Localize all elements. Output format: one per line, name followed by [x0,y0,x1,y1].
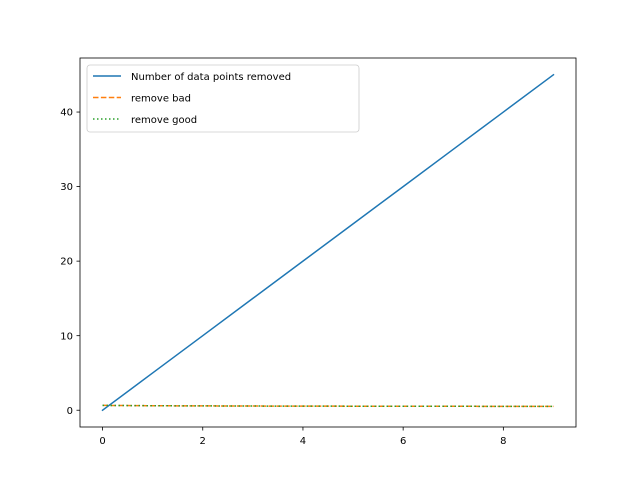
y-tick-label: 30 [60,182,73,193]
axes-frame [79,57,577,428]
x-tick-label: 6 [400,436,406,447]
legend-box [86,64,360,133]
x-tick-label: 4 [300,436,306,447]
legend-label-1: Number of data points removed [131,72,291,83]
y-axis-ticks: 0 10 20 30 40 [60,108,80,417]
y-tick-label: 40 [60,108,73,119]
series-line-3 [102,404,554,408]
legend-label-3: remove good [131,115,197,126]
x-tick-label: 0 [99,436,105,447]
y-tick-label: 0 [67,406,73,417]
series-layer [101,73,555,412]
legend-label-2: remove bad [131,94,191,105]
y-tick-label: 20 [60,257,73,268]
x-tick-label: 8 [500,436,506,447]
x-axis-ticks: 0 2 4 6 8 [99,427,507,447]
x-tick-label: 2 [200,436,206,447]
series-line-1 [101,73,555,412]
legend: Number of data points removed remove bad r… [86,64,360,133]
y-tick-label: 10 [60,331,73,342]
